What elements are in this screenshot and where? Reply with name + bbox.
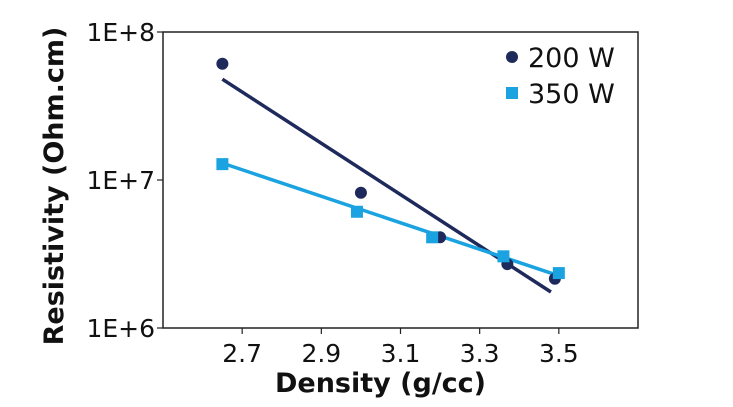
- x-tick-label: 3.3: [460, 339, 500, 368]
- legend-marker-series-1: [506, 51, 518, 63]
- data-point-series-1: [216, 57, 229, 70]
- data-point-series-2: [497, 250, 510, 263]
- y-axis-title: Resistivity (Ohm.cm): [39, 27, 70, 346]
- y-tick-label: 1E+6: [86, 314, 155, 343]
- data-points: [216, 57, 565, 285]
- legend-label-series-2: 350 W: [528, 79, 615, 110]
- tick-marks: [157, 31, 560, 334]
- x-tick-label: 3.5: [539, 339, 579, 368]
- y-tick-label: 1E+8: [86, 18, 155, 47]
- plot-frame: [162, 31, 639, 329]
- x-tick-label: 2.7: [222, 339, 262, 368]
- data-point-series-2: [552, 267, 565, 280]
- data-point-series-2: [426, 231, 439, 244]
- x-tick-label: 3.1: [381, 339, 421, 368]
- legend-label-series-1: 200 W: [528, 43, 615, 74]
- x-tick-labels: 2.7 2.9 3.1 3.3 3.5: [222, 339, 578, 368]
- x-tick-label: 2.9: [301, 339, 341, 368]
- x-axis-title: Density (g/cc): [275, 368, 486, 399]
- legend: 200 W 350 W: [506, 43, 615, 110]
- y-tick-labels: 1E+6 1E+7 1E+8: [86, 18, 155, 343]
- data-point-series-2: [350, 205, 363, 218]
- legend-marker-series-2: [506, 87, 518, 99]
- data-point-series-1: [354, 186, 367, 199]
- y-tick-label: 1E+7: [86, 166, 155, 195]
- data-point-series-2: [216, 158, 229, 171]
